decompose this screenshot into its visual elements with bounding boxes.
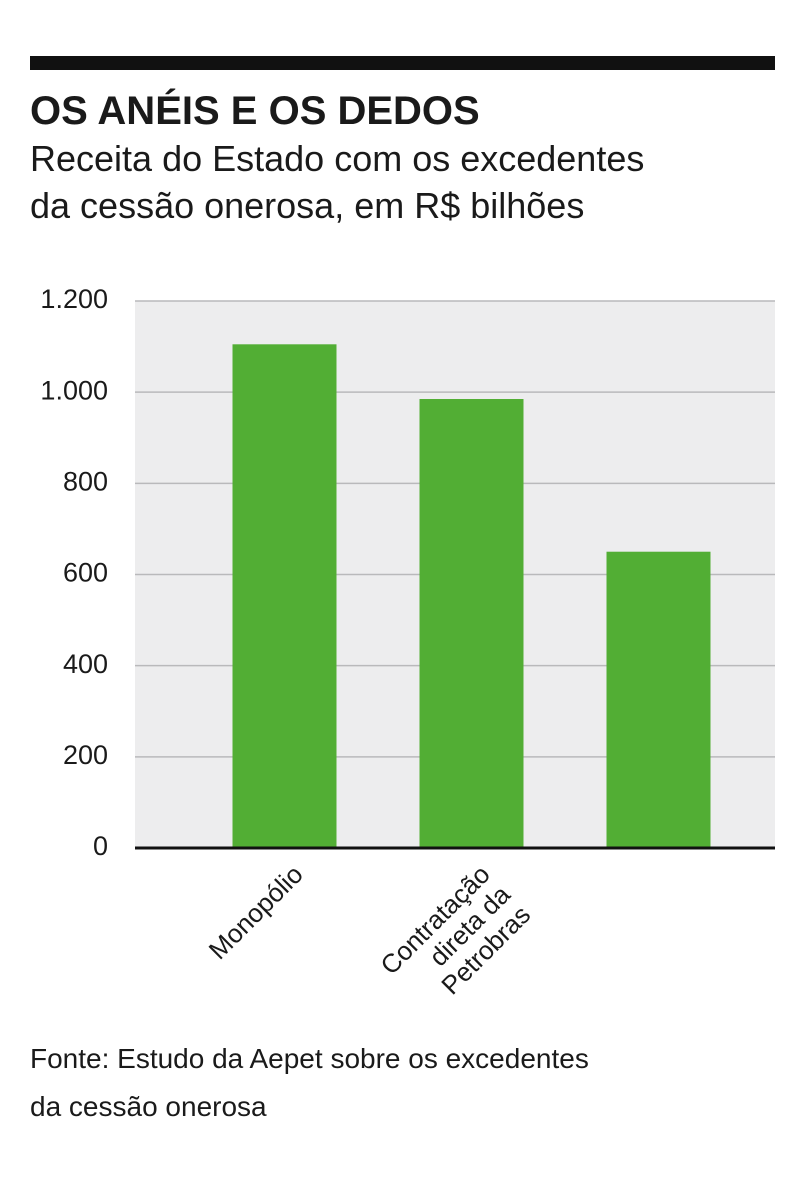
x-tick-label: Monopólio (203, 859, 309, 965)
source: da cessão onerosa (30, 1091, 267, 1122)
bar (232, 344, 337, 848)
y-tick-label: 600 (63, 558, 108, 588)
chart-title: OS ANÉIS E OS DEDOS (30, 88, 480, 133)
bar (419, 399, 524, 848)
source: Fonte: Estudo da Aepet sobre os excedent… (30, 1043, 589, 1074)
x-tick-label: Contrataçãodireta daPetrobras (374, 859, 536, 1021)
top-rule (30, 56, 775, 70)
y-tick-label: 1.000 (40, 375, 108, 405)
y-tick-label: 800 (63, 466, 108, 496)
bar (606, 551, 711, 848)
chart-subtitle: Receita do Estado com os excedentes (30, 138, 644, 179)
y-tick-label: 0 (93, 831, 108, 861)
y-tick-label: 400 (63, 649, 108, 679)
y-tick-label: 1.200 (40, 284, 108, 314)
chart-subtitle: da cessão onerosa, em R$ bilhões (30, 185, 584, 226)
y-tick-label: 200 (63, 740, 108, 770)
